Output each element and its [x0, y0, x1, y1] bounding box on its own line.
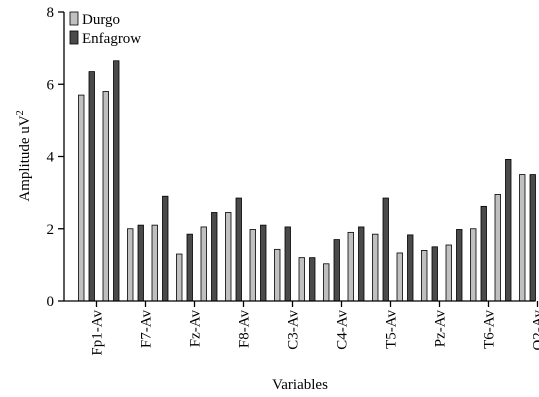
bar-enfagrow-f4-av — [211, 212, 218, 302]
x-axis-title: Variables — [272, 377, 328, 393]
bar-enfagrow-f8-av — [235, 197, 242, 302]
bar-enfagrow-fp1-av — [88, 71, 95, 302]
bar-enfagrow-f3-av — [162, 195, 169, 302]
bar-durgo-t6-av — [470, 228, 477, 302]
bar-enfagrow-c3-av — [284, 226, 291, 302]
bar-enfagrow-o1-av — [505, 158, 512, 302]
y-axis-title-superscript: 2 — [15, 110, 26, 115]
y-tick-label: 6 — [47, 77, 55, 93]
x-tick-label: T6-Av — [482, 310, 498, 349]
x-tick-label: Fz-Av — [188, 310, 204, 348]
bar-enfagrow-p3-av — [407, 234, 414, 302]
bar-durgo-o2-av — [519, 174, 526, 302]
bar-durgo-cz-av — [298, 257, 305, 302]
y-tick-label: 2 — [47, 222, 55, 238]
bar-enfagrow-o2-av — [529, 174, 536, 302]
legend-label-durgo: Durgo — [82, 12, 120, 28]
bar-enfagrow-t3-av — [260, 224, 267, 302]
x-tick-label: T5-Av — [384, 310, 400, 349]
bar-durgo-fz-av — [176, 253, 183, 302]
bar-durgo-fp2-av — [102, 91, 109, 302]
x-tick-label: C3-Av — [286, 310, 302, 350]
bar-enfagrow-t4-av — [358, 226, 365, 302]
bar-durgo-t3-av — [249, 229, 256, 302]
x-tick-label: F8-Av — [237, 310, 253, 349]
bar-durgo-pz-av — [421, 250, 428, 302]
bar-durgo-f8-av — [225, 212, 232, 302]
x-tick-label: O2-Av — [531, 310, 539, 351]
x-tick-label: Fp1-Av — [90, 310, 106, 356]
x-ticks: Fp1-Av F7-Av Fz-Av F8-Av C3-Av C4-Av T5-Av Pz-A… — [90, 301, 539, 356]
x-tick-label: F7-Av — [139, 310, 155, 349]
bar-enfagrow-t6-av — [480, 205, 487, 302]
bar-enfagrow-c4-av — [333, 239, 340, 302]
bar-enfagrow-p4-av — [456, 229, 463, 302]
bar-durgo-f4-av — [200, 226, 207, 302]
x-tick-label: Pz-Av — [433, 310, 449, 348]
y-tick-label: 4 — [47, 150, 55, 166]
y-tick-label: 0 — [47, 294, 55, 310]
bar-durgo-p4-av — [445, 244, 452, 302]
y-tick-label: 8 — [47, 5, 55, 21]
bar-durgo-o1-av — [494, 194, 501, 302]
plot-area — [78, 60, 536, 302]
bar-durgo-f3-av — [151, 224, 158, 302]
y-ticks: 0 2 4 6 8 — [47, 5, 64, 310]
legend-swatch-enfagrow — [69, 30, 79, 45]
bar-enfagrow-t5-av — [382, 197, 389, 302]
bar-durgo-fp1-av — [78, 94, 85, 302]
bar-enfagrow-pz-av — [431, 246, 438, 302]
y-axis-title: Amplitude uV2 — [15, 110, 33, 201]
bar-enfagrow-f7-av — [137, 224, 144, 302]
bar-enfagrow-cz-av — [309, 257, 316, 302]
bar-durgo-c3-av — [274, 248, 281, 302]
bar-enfagrow-fz-av — [186, 233, 193, 302]
bar-durgo-c4-av — [323, 263, 330, 302]
bar-durgo-t5-av — [372, 233, 379, 302]
x-tick-label: C4-Av — [335, 310, 351, 350]
legend-label-enfagrow: Enfagrow — [82, 31, 141, 47]
legend: Durgo Enfagrow — [69, 11, 141, 47]
legend-swatch-durgo — [69, 11, 79, 26]
bar-durgo-p3-av — [396, 252, 403, 302]
bar-durgo-t4-av — [347, 231, 354, 302]
bar-enfagrow-fp2-av — [113, 60, 120, 302]
bar-durgo-f7-av — [127, 228, 134, 302]
